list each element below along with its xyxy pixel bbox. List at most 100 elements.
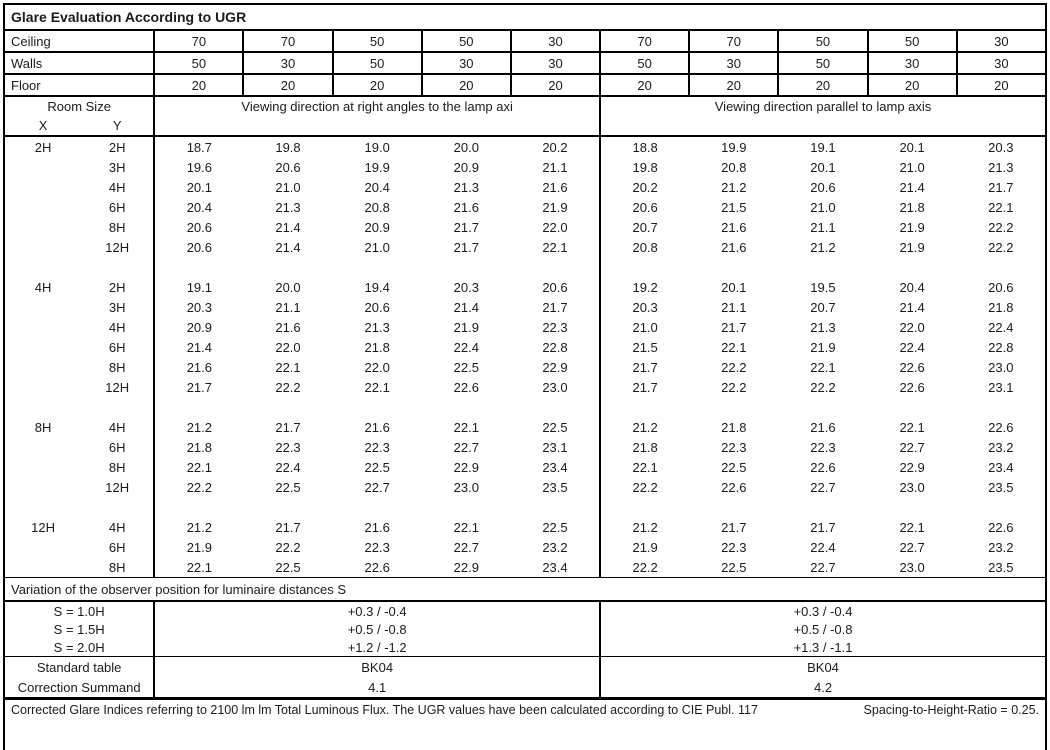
ugr-value: 22.7 (453, 539, 479, 555)
variation-distance-label: S = 1.0H (4, 601, 156, 620)
ugr-value: 22.3 (364, 439, 390, 455)
reflectance-value: 30 (242, 51, 334, 75)
ugr-value: 22.3 (510, 317, 602, 337)
ugr-value: 21.6 (721, 239, 747, 255)
spacer-row (4, 397, 1046, 417)
ugr-value: 19.0 (364, 139, 390, 155)
ugr-value: 23.2 (988, 539, 1014, 555)
ugr-value: 20.6 (186, 239, 212, 255)
reflectance-value: 50 (153, 51, 245, 75)
room-x-label (4, 557, 81, 578)
ugr-value: 20.1 (899, 139, 925, 155)
ugr-value: 20.6 (186, 219, 212, 235)
ugr-value: 21.7 (632, 379, 658, 395)
ugr-row: 6H 21.9 22.2 22.3 22.7 23.2 21.9 22.3 22.4 22.7 23… (4, 537, 1046, 557)
ugr-row: 6H 20.4 21.3 20.8 21.6 21.9 20.6 21.5 21.0 21.8 22… (4, 197, 1046, 217)
ugr-value: 19.1 (186, 279, 212, 295)
group2-header: Viewing direction parallel to lamp axis (600, 96, 1046, 137)
ugr-value: 22.6 (364, 559, 390, 575)
ugr-value: 21.4 (453, 299, 479, 315)
ugr-value: 22.0 (510, 217, 602, 237)
ugr-value: 21.6 (721, 219, 747, 235)
ugr-value: 22.5 (721, 559, 747, 575)
ugr-value: 21.6 (453, 199, 479, 215)
ugr-value: 22.5 (453, 359, 479, 375)
room-x-label (4, 197, 81, 217)
ugr-value: 19.1 (810, 139, 836, 155)
ugr-value: 22.1 (721, 339, 747, 355)
ugr-value: 21.3 (275, 199, 301, 215)
reflectance-value: 70 (242, 29, 334, 53)
spacer-cell (154, 397, 602, 417)
ugr-value: 21.4 (899, 299, 925, 315)
ugr-value: 20.7 (632, 219, 658, 235)
reflectance-label: Floor (2, 73, 156, 97)
ugr-value: 22.1 (275, 359, 301, 375)
spacer-cell (4, 257, 156, 277)
ugr-value: 20.3 (453, 279, 479, 295)
ugr-row: 4H 20.9 21.6 21.3 21.9 22.3 21.0 21.7 21.3 22.0 22… (4, 317, 1046, 337)
ugr-value: 23.4 (988, 459, 1014, 475)
ugr-value: 22.2 (632, 559, 658, 575)
variation-header: Variation of the observer position for l… (4, 577, 1046, 602)
variation-section: S = 1.0H +0.3 / -0.4 +0.3 / -0.4 S = 1.5H +0… (4, 601, 1046, 657)
ugr-value: 18.7 (186, 139, 212, 155)
ugr-row: 8H 4H 21.2 21.7 21.6 22.1 22.5 21.2 21.8 21.6 22.1… (4, 417, 1046, 437)
ugr-value: 20.3 (632, 299, 658, 315)
ugr-value: 22.9 (899, 459, 925, 475)
ugr-value: 22.1 (810, 359, 836, 375)
ugr-value: 21.9 (632, 539, 658, 555)
ugr-row: 2H 2H 18.7 19.8 19.0 20.0 20.2 18.8 19.9 19.1 20.1… (4, 136, 1046, 157)
ugr-value: 22.9 (453, 559, 479, 575)
ugr-value: 22.9 (453, 459, 479, 475)
variation-header-section: Variation of the observer position for l… (4, 577, 1046, 602)
spacer-cell (4, 397, 156, 417)
ugr-table: Glare Evaluation According to UGR Ceilin… (2, 3, 1048, 750)
ugr-value: 22.3 (364, 539, 390, 555)
ugr-value: 23.0 (899, 559, 925, 575)
ugr-value: 21.0 (899, 159, 925, 175)
reflectance-value: 70 (153, 29, 245, 53)
ugr-value: 21.9 (453, 319, 479, 335)
ugr-value: 23.0 (510, 377, 602, 397)
reflectance-value: 20 (688, 73, 780, 97)
ugr-value: 23.4 (510, 557, 602, 578)
ugr-value: 21.4 (899, 179, 925, 195)
ugr-value: 21.7 (453, 219, 479, 235)
ugr-value: 22.8 (988, 339, 1014, 355)
page-title: Glare Evaluation According to UGR (4, 4, 1046, 31)
reflectance-value: 30 (866, 51, 958, 75)
reflectance-row: Ceiling 70 70 50 50 30 70 70 50 50 30 (2, 29, 1048, 53)
ugr-value: 22.4 (275, 459, 301, 475)
ugr-value: 22.1 (510, 237, 602, 257)
footer-note-container: Corrected Glare Indices referring to 210… (5, 701, 1045, 717)
ugr-value: 20.4 (364, 179, 390, 195)
reflectance-value: 20 (955, 73, 1048, 97)
ugr-row: 12H 4H 21.2 21.7 21.6 22.1 22.5 21.2 21.7 21.7 22.… (4, 517, 1046, 537)
ugr-value: 21.7 (186, 379, 212, 395)
ugr-value: 22.2 (275, 539, 301, 555)
room-x-label (4, 437, 81, 457)
ugr-value: 21.9 (510, 197, 602, 217)
ugr-value: 20.2 (510, 136, 602, 157)
ugr-value: 19.9 (364, 159, 390, 175)
reflectance-label: Walls (2, 51, 156, 75)
ugr-value: 19.8 (632, 159, 658, 175)
room-x-label: 4H (34, 279, 52, 295)
room-y-label: 6H (81, 337, 156, 357)
title-row: Glare Evaluation According to UGR (4, 4, 1046, 31)
ugr-row: 3H 20.3 21.1 20.6 21.4 21.7 20.3 21.1 20.7 21.4 21… (4, 297, 1046, 317)
ugr-value: 22.8 (510, 337, 602, 357)
ugr-value: 22.1 (453, 419, 479, 435)
reflectance-value: 30 (420, 51, 512, 75)
ugr-value: 21.9 (810, 339, 836, 355)
ugr-value: 21.0 (275, 179, 301, 195)
ugr-value: 22.2 (632, 479, 658, 495)
ugr-value: 21.8 (632, 439, 658, 455)
ugr-value: 22.4 (988, 319, 1014, 335)
ugr-value: 21.2 (721, 179, 747, 195)
ugr-value: 21.9 (899, 219, 925, 235)
ugr-value: 21.7 (988, 179, 1014, 195)
ugr-value: 19.2 (632, 279, 658, 295)
ugr-value: 23.0 (899, 479, 925, 495)
